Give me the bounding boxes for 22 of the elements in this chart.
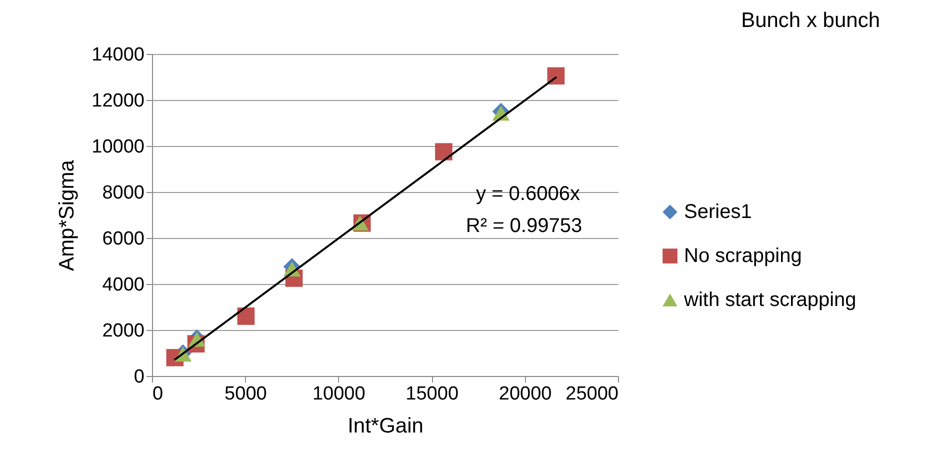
y-tick-label: 14000: [92, 44, 144, 66]
y-tick-label: 6000: [102, 228, 144, 250]
y-tick-label: 12000: [92, 90, 144, 112]
y-tick-label: 8000: [102, 182, 144, 204]
legend-label: No scrapping: [684, 245, 802, 267]
legend-label: with start scrapping: [683, 289, 856, 311]
y-tick-label: 10000: [92, 136, 144, 158]
x-tick-label: 5000: [224, 384, 267, 404]
annotation: R² = 0.99753: [466, 215, 582, 237]
x-tick-label: 10000: [312, 384, 366, 404]
x-tick-label: 0: [152, 384, 164, 404]
text: Bunch x bunch: [741, 9, 880, 32]
y-axis-title: Amp*Sigma: [56, 160, 79, 271]
y-tick-label: 4000: [102, 274, 144, 296]
legend-label: Series1: [684, 201, 752, 223]
x-tick-label: 20000: [498, 384, 552, 404]
y-tick-label: 2000: [102, 320, 144, 342]
y-tick-label: 0: [134, 366, 144, 388]
x-axis-title: Int*Gain: [348, 414, 424, 438]
x-tick-label: 25000: [566, 384, 618, 404]
x-tick-label: 15000: [406, 384, 459, 404]
annotation: y = 0.6006x: [476, 183, 580, 205]
